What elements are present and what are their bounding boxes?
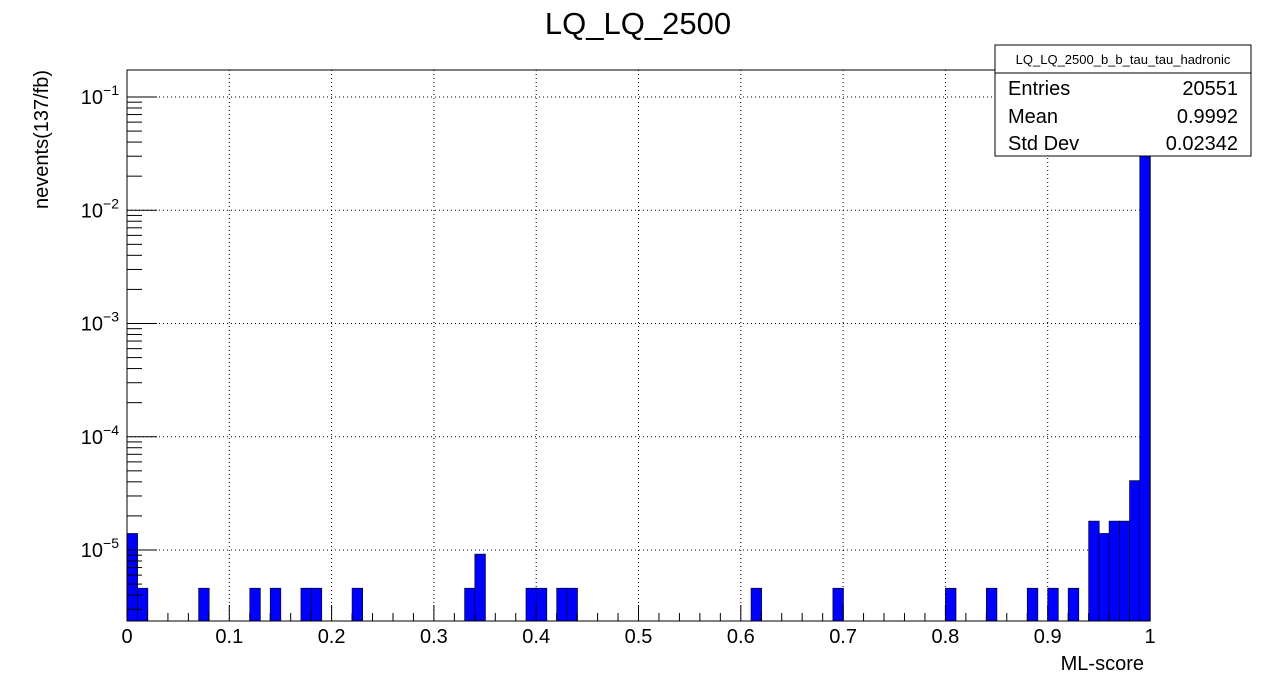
x-tick-label: 0.7	[829, 626, 857, 648]
y-tick-label: 10−2	[81, 195, 119, 222]
histogram-bar	[986, 587, 998, 622]
x-tick-label: 0.4	[522, 626, 550, 648]
stats-box-title: LQ_LQ_2500_b_b_tau_tau_hadronic	[1016, 52, 1231, 67]
histogram-bar	[464, 587, 476, 622]
histogram-bar	[1108, 520, 1121, 622]
stats-mean-label: Mean	[1008, 106, 1058, 128]
stats-box: LQ_LQ_2500_b_b_tau_tau_hadronic Entries …	[994, 44, 1252, 157]
histogram-bar	[1088, 520, 1100, 622]
histogram-bar	[300, 587, 312, 622]
histogram-bar	[351, 587, 363, 622]
x-axis-label: ML-score	[1061, 653, 1144, 675]
histogram-bar	[126, 533, 138, 622]
histogram-bar	[249, 587, 261, 622]
histogram-bar	[198, 587, 210, 622]
x-axis-ticks: 0 0.1 0.2 0.3 0.4 0.5 0.6 0.7 0.8 0.9 1	[121, 605, 1156, 648]
histogram-bar	[136, 587, 149, 622]
histogram-bar	[556, 587, 568, 622]
grid-lines	[127, 70, 1150, 621]
histogram-bar	[1047, 587, 1059, 622]
histogram-bar	[1119, 520, 1131, 622]
x-tick-label: 0	[121, 626, 132, 648]
histogram-bar	[525, 587, 537, 622]
histogram-bar	[310, 587, 323, 622]
histogram-bar	[1026, 587, 1039, 622]
stats-entries-value: 20551	[1182, 78, 1238, 100]
histogram-bar	[1098, 533, 1110, 622]
x-tick-label: 0.6	[727, 626, 755, 648]
histogram-bar	[750, 587, 762, 622]
histogram-bar	[945, 587, 957, 622]
x-tick-label: 0.8	[931, 626, 959, 648]
y-axis-label: nevents(137/fb)	[31, 70, 53, 209]
x-tick-label: 0.5	[625, 626, 653, 648]
histogram-bar	[474, 553, 486, 622]
stats-entries-label: Entries	[1008, 78, 1070, 100]
histogram-bar	[832, 587, 844, 622]
y-axis-ticks: 10−5 10−4 10−3 10−2 10−1	[81, 82, 157, 610]
y-tick-label: 10−3	[81, 309, 119, 336]
y-tick-label: 10−1	[81, 82, 119, 109]
chart-title: LQ_LQ_2500	[545, 6, 731, 41]
histogram-bar	[1067, 587, 1080, 622]
histogram-bar	[269, 587, 282, 622]
histogram-bars	[126, 69, 1151, 622]
x-tick-label: 0.1	[215, 626, 243, 648]
histogram-bar	[535, 587, 548, 622]
x-tick-label: 1	[1144, 626, 1155, 648]
y-tick-label: 10−4	[81, 422, 119, 449]
x-tick-label: 0.2	[318, 626, 346, 648]
histogram-bar	[566, 587, 578, 622]
histogram-bar	[1129, 480, 1141, 622]
stats-mean-value: 0.9992	[1177, 106, 1238, 128]
x-tick-label: 0.9	[1034, 626, 1062, 648]
stats-stddev-label: Std Dev	[1008, 133, 1079, 155]
stats-stddev-value: 0.02342	[1166, 133, 1238, 155]
y-tick-label: 10−5	[81, 535, 119, 562]
x-tick-label: 0.3	[420, 626, 448, 648]
